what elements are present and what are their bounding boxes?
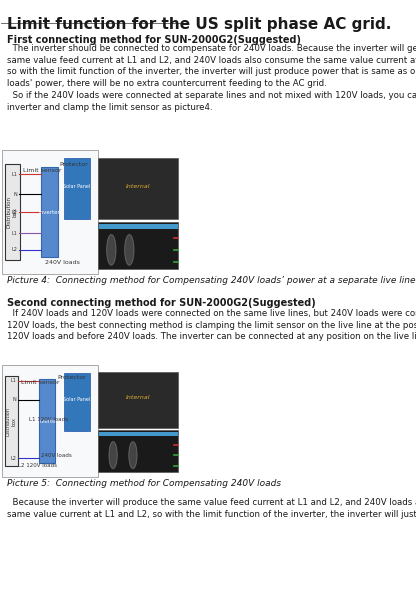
Text: Internal: Internal <box>126 183 151 189</box>
FancyBboxPatch shape <box>64 158 90 219</box>
Text: Inverter: Inverter <box>38 209 60 214</box>
Text: Distribution
box: Distribution box <box>6 407 17 435</box>
Text: L2: L2 <box>11 456 17 461</box>
Text: 240V loads: 240V loads <box>41 452 72 457</box>
Text: If 240V loads and 120V loads were connected on the same live lines, but 240V loa: If 240V loads and 120V loads were connec… <box>7 309 416 341</box>
Text: Protector: Protector <box>59 162 88 167</box>
Text: Because the inverter will produce the same value feed current at L1 and L2, and : Because the inverter will produce the sa… <box>7 499 416 519</box>
FancyBboxPatch shape <box>98 372 178 428</box>
Circle shape <box>109 442 117 468</box>
FancyBboxPatch shape <box>98 430 178 473</box>
FancyBboxPatch shape <box>2 365 98 477</box>
Circle shape <box>129 442 137 468</box>
Text: Picture 4:  Connecting method for Compensating 240V loads’ power at a separate l: Picture 4: Connecting method for Compens… <box>7 276 415 285</box>
Circle shape <box>125 234 134 265</box>
Text: First connecting method for SUN-2000G2(Suggested): First connecting method for SUN-2000G2(S… <box>7 35 301 44</box>
Text: Limit function for the US split phase AC grid.: Limit function for the US split phase AC… <box>7 16 391 32</box>
FancyBboxPatch shape <box>2 150 98 274</box>
Text: N: N <box>14 192 17 197</box>
Text: Distribution
box: Distribution box <box>7 196 17 228</box>
FancyBboxPatch shape <box>64 373 90 431</box>
Text: Limit sensor: Limit sensor <box>23 168 62 173</box>
FancyBboxPatch shape <box>98 222 178 269</box>
Text: L2: L2 <box>12 209 17 214</box>
Text: Protector: Protector <box>57 375 86 381</box>
FancyBboxPatch shape <box>99 432 178 436</box>
Text: L1: L1 <box>12 172 17 177</box>
Text: L1 120V loads: L1 120V loads <box>29 417 68 421</box>
Text: L1: L1 <box>11 378 17 384</box>
FancyBboxPatch shape <box>41 167 57 257</box>
FancyBboxPatch shape <box>99 224 178 228</box>
Text: Second connecting method for SUN-2000G2(Suggested): Second connecting method for SUN-2000G2(… <box>7 298 316 308</box>
Text: L1: L1 <box>12 231 17 236</box>
Text: The inverter should be connected to compensate for 240V loads. Because the inver: The inverter should be connected to comp… <box>7 44 416 112</box>
FancyBboxPatch shape <box>5 376 18 466</box>
Text: L2 120V loads: L2 120V loads <box>17 463 57 468</box>
Circle shape <box>107 234 116 265</box>
Text: N: N <box>13 398 17 403</box>
Text: Limit sensor: Limit sensor <box>21 380 60 385</box>
FancyBboxPatch shape <box>98 158 178 219</box>
Text: 240V loads: 240V loads <box>45 260 79 265</box>
Text: Solar Panel: Solar Panel <box>64 398 91 403</box>
Text: Picture 5:  Connecting method for Compensating 240V loads: Picture 5: Connecting method for Compens… <box>7 479 281 488</box>
Text: Inverter: Inverter <box>36 419 58 424</box>
Text: Solar Panel: Solar Panel <box>64 183 91 189</box>
FancyBboxPatch shape <box>39 379 55 463</box>
FancyBboxPatch shape <box>5 164 20 260</box>
Text: Internal: Internal <box>126 395 151 400</box>
Text: L2: L2 <box>12 247 17 252</box>
